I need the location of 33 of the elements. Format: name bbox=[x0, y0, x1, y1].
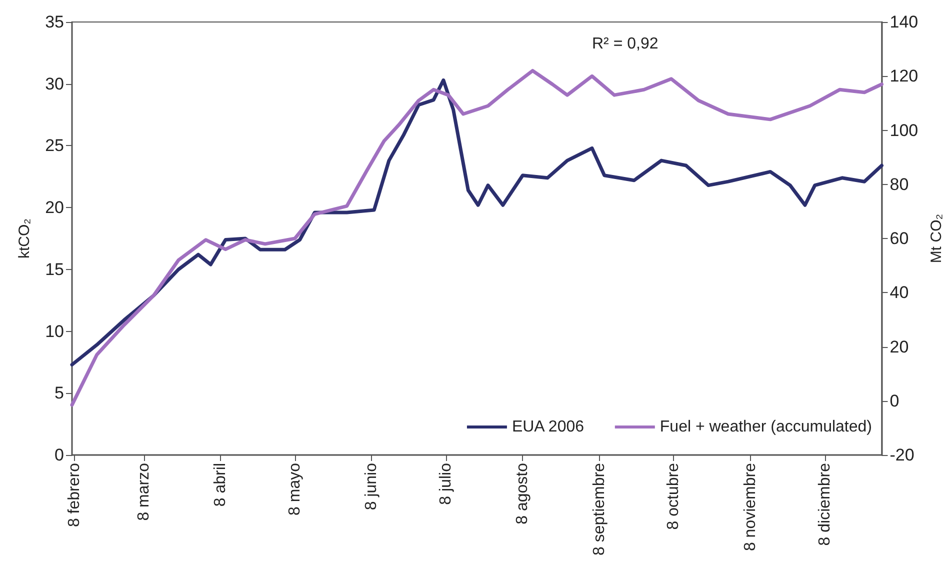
legend-label: EUA 2006 bbox=[512, 418, 584, 436]
legend-label: Fuel + weather (accumulated) bbox=[660, 418, 872, 436]
y-axis-title: ktCO₂ bbox=[16, 218, 33, 258]
y-tick-label: 35 bbox=[45, 12, 64, 32]
y-tick-label: 0 bbox=[54, 446, 64, 464]
x-tick-label: 8 agosto bbox=[514, 462, 532, 524]
y2-tick-label: 40 bbox=[890, 283, 909, 302]
y-tick-label: 30 bbox=[45, 74, 64, 94]
x-tick-label: 8 abril bbox=[212, 463, 230, 507]
x-tick-label: 8 mayo bbox=[286, 462, 304, 516]
x-tick-label: 8 diciembre bbox=[816, 462, 834, 546]
y2-tick-label: 60 bbox=[890, 229, 909, 248]
y-tick-label: 15 bbox=[45, 260, 64, 279]
y2-tick-label: 120 bbox=[890, 66, 918, 86]
y2-tick-label: 0 bbox=[890, 391, 900, 410]
x-tick-label: 8 septiembre bbox=[590, 462, 608, 556]
y2-axis-title: Mt CO₂ bbox=[928, 214, 945, 264]
x-tick-label: 8 noviembre bbox=[742, 462, 759, 552]
y-tick-label: 25 bbox=[45, 136, 64, 156]
y2-tick-label: 100 bbox=[890, 120, 918, 140]
x-tick-label: 8 octubre bbox=[665, 462, 682, 530]
y-tick-label: 5 bbox=[54, 384, 64, 403]
x-tick-label: 8 junio bbox=[363, 462, 380, 510]
y-tick-label: 20 bbox=[45, 198, 64, 218]
y2-tick-label: -20 bbox=[890, 446, 914, 464]
annotation: R² = 0,92 bbox=[592, 36, 658, 52]
y2-tick-label: 80 bbox=[890, 174, 909, 194]
x-tick-label: 8 julio bbox=[437, 462, 454, 505]
y2-tick-label: 20 bbox=[890, 337, 909, 356]
x-tick-label: 8 marzo bbox=[135, 462, 152, 521]
x-tick-label: 8 febrero bbox=[66, 462, 83, 528]
y2-tick-label: 140 bbox=[890, 12, 918, 32]
y-tick-label: 10 bbox=[45, 322, 64, 341]
